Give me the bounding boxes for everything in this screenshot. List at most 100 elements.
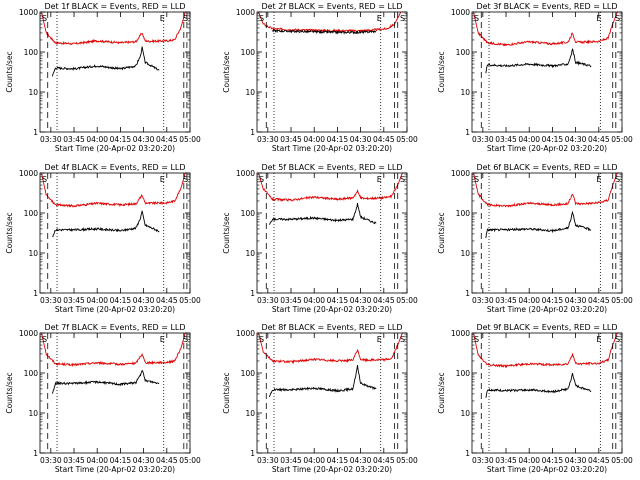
y-tick-label: 10 bbox=[28, 88, 38, 97]
x-tick-label: 04:45 bbox=[373, 135, 395, 144]
y-tick-label: 1000 bbox=[236, 329, 255, 338]
plot-frame bbox=[471, 332, 623, 454]
corner-label-start: S bbox=[259, 175, 264, 184]
x-axis-label: Start Time (20-Apr-02 03:20:20) bbox=[55, 144, 175, 153]
series-line-events bbox=[485, 47, 592, 74]
panel-title: Det 4f BLACK = Events, RED = LLD bbox=[44, 163, 185, 172]
x-tick-label: 04:15 bbox=[327, 456, 349, 465]
y-tick-label: 100 bbox=[456, 369, 471, 378]
panel-6: Det 6f BLACK = Events, RED = LLD S E S 1 10 10… bbox=[437, 163, 633, 314]
x-tick-label: 04:00 bbox=[86, 135, 108, 144]
panel-title: Det 1f BLACK = Events, RED = LLD bbox=[44, 2, 185, 11]
x-tick-label: 04:00 bbox=[518, 135, 540, 144]
plot-frame bbox=[471, 11, 623, 133]
x-axis-label: Start Time (20-Apr-02 03:20:20) bbox=[272, 305, 392, 314]
x-tick-label: 03:45 bbox=[63, 135, 85, 144]
series-line-events bbox=[51, 46, 160, 77]
x-tick-label: 04:15 bbox=[327, 135, 349, 144]
plot-frame bbox=[256, 332, 408, 454]
y-tick-label: 100 bbox=[24, 209, 39, 218]
plot-frame bbox=[39, 11, 191, 133]
panel-8: Det 8f BLACK = Events, RED = LLD S E S 1 10 10… bbox=[222, 323, 418, 474]
x-tick-label: 03:30 bbox=[257, 135, 279, 144]
y-tick-label: 1000 bbox=[19, 8, 38, 17]
y-tick-label: 1000 bbox=[451, 169, 470, 178]
corner-label-start: S bbox=[474, 175, 479, 184]
corner-label-end: E bbox=[596, 335, 601, 344]
corner-label-start-right: S bbox=[615, 14, 620, 23]
panel-title: Det 7f BLACK = Events, RED = LLD bbox=[44, 323, 185, 332]
x-tick-label: 05:00 bbox=[179, 135, 201, 144]
x-tick-label: 05:00 bbox=[611, 296, 633, 305]
x-tick-label: 04:00 bbox=[303, 296, 325, 305]
x-tick-label: 04:30 bbox=[565, 135, 587, 144]
x-tick-label: 04:30 bbox=[350, 456, 372, 465]
plot-frame bbox=[256, 172, 408, 294]
corner-label-start: S bbox=[474, 335, 479, 344]
x-tick-label: 05:00 bbox=[396, 296, 418, 305]
x-tick-label: 04:15 bbox=[542, 456, 564, 465]
corner-label-start: S bbox=[42, 175, 47, 184]
corner-label-end: E bbox=[377, 14, 382, 23]
corner-label-end: E bbox=[377, 175, 382, 184]
y-tick-label: 1 bbox=[33, 128, 38, 137]
x-tick-label: 04:00 bbox=[86, 296, 108, 305]
y-tick-label: 1 bbox=[250, 128, 255, 137]
x-tick-label: 04:45 bbox=[156, 296, 178, 305]
y-axis-label: Counts/sec bbox=[437, 372, 446, 413]
y-tick-label: 100 bbox=[456, 48, 471, 57]
x-tick-label: 03:30 bbox=[40, 135, 62, 144]
y-axis-label: Counts/sec bbox=[5, 372, 14, 413]
x-tick-label: 05:00 bbox=[179, 456, 201, 465]
x-tick-label: 03:45 bbox=[280, 456, 302, 465]
y-tick-label: 1 bbox=[250, 449, 255, 458]
corner-label-end: E bbox=[596, 175, 601, 184]
x-tick-label: 04:45 bbox=[156, 135, 178, 144]
plot-frame bbox=[39, 332, 191, 454]
y-tick-label: 10 bbox=[245, 249, 255, 258]
corner-label-end: E bbox=[160, 175, 165, 184]
series-line-lld bbox=[473, 12, 618, 47]
y-axis-label: Counts/sec bbox=[5, 212, 14, 253]
y-tick-label: 1 bbox=[465, 289, 470, 298]
x-tick-label: 04:30 bbox=[133, 456, 155, 465]
corner-label-start: S bbox=[42, 14, 47, 23]
x-tick-label: 03:45 bbox=[280, 135, 302, 144]
series-line-lld bbox=[473, 173, 618, 208]
x-axis-label: Start Time (20-Apr-02 03:20:20) bbox=[55, 305, 175, 314]
corner-label-end: E bbox=[377, 335, 382, 344]
y-tick-label: 1000 bbox=[451, 8, 470, 17]
panel-2: Det 2f BLACK = Events, RED = LLD S E S 1 10 10… bbox=[222, 2, 418, 153]
x-tick-label: 04:15 bbox=[542, 296, 564, 305]
corner-label-start: S bbox=[42, 335, 47, 344]
x-tick-label: 05:00 bbox=[396, 135, 418, 144]
plot-frame bbox=[39, 172, 191, 294]
x-tick-label: 04:00 bbox=[303, 135, 325, 144]
x-tick-label: 04:45 bbox=[588, 296, 610, 305]
x-tick-label: 03:30 bbox=[472, 296, 494, 305]
panel-title: Det 5f BLACK = Events, RED = LLD bbox=[261, 163, 402, 172]
y-tick-label: 100 bbox=[241, 369, 256, 378]
corner-label-end: E bbox=[160, 335, 165, 344]
x-tick-label: 03:45 bbox=[495, 135, 517, 144]
y-tick-label: 100 bbox=[241, 48, 256, 57]
panel-5: Det 5f BLACK = Events, RED = LLD S E S 1 10 10… bbox=[222, 163, 418, 314]
x-tick-label: 04:30 bbox=[133, 135, 155, 144]
corner-label-start-right: S bbox=[183, 175, 188, 184]
y-tick-label: 100 bbox=[24, 369, 39, 378]
x-tick-label: 03:30 bbox=[40, 296, 62, 305]
x-tick-label: 05:00 bbox=[396, 456, 418, 465]
series-line-lld bbox=[41, 12, 186, 46]
y-axis-label: Counts/sec bbox=[437, 212, 446, 253]
corner-label-start: S bbox=[259, 335, 264, 344]
panel-title: Det 9f BLACK = Events, RED = LLD bbox=[476, 323, 617, 332]
y-tick-label: 100 bbox=[24, 48, 39, 57]
x-tick-label: 05:00 bbox=[611, 135, 633, 144]
x-tick-label: 04:30 bbox=[565, 296, 587, 305]
series-line-lld bbox=[258, 333, 403, 365]
plot-frame bbox=[471, 172, 623, 294]
panel-title: Det 6f BLACK = Events, RED = LLD bbox=[476, 163, 617, 172]
y-tick-label: 10 bbox=[245, 88, 255, 97]
x-tick-label: 04:00 bbox=[86, 456, 108, 465]
